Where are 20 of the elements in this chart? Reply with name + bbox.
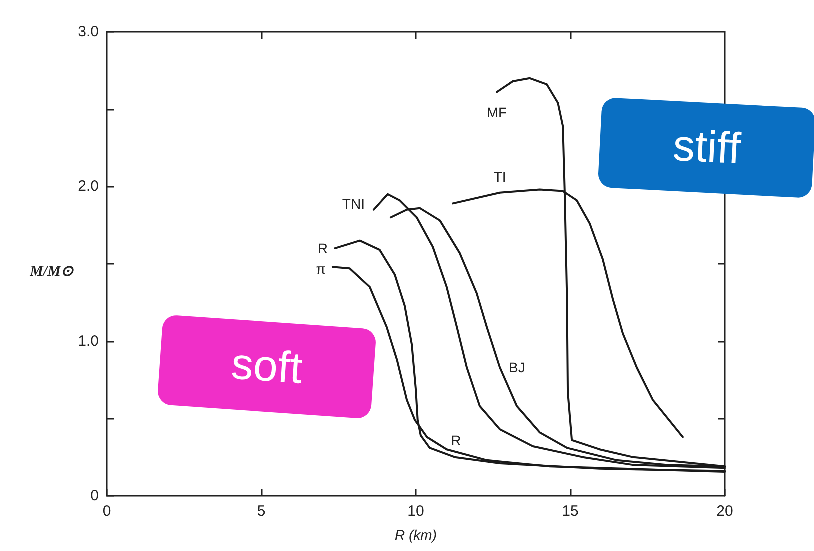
series-label: TI bbox=[494, 168, 506, 185]
x-tick-label: 0 bbox=[102, 503, 112, 520]
series-label: π bbox=[316, 261, 326, 278]
tag-sticker: stiff bbox=[598, 97, 814, 199]
y-tick-label: 3.0 bbox=[78, 24, 99, 40]
series-label: TNI bbox=[342, 196, 365, 212]
x-tick-label: 20 bbox=[716, 503, 734, 520]
series-label: BJ bbox=[509, 360, 526, 376]
series-label: R bbox=[318, 240, 328, 257]
x-tick-label: 15 bbox=[562, 503, 579, 520]
x-axis-title: R (km) bbox=[395, 527, 437, 543]
tag-sticker: soft bbox=[157, 314, 377, 420]
series-label: MF bbox=[486, 104, 508, 120]
y-tick-label: 0 bbox=[90, 488, 99, 504]
y-tick-label: 1.0 bbox=[78, 332, 99, 350]
x-tick-label: 10 bbox=[408, 503, 424, 520]
y-tick-label: 2.0 bbox=[78, 178, 99, 196]
annotation: R bbox=[451, 432, 462, 448]
x-tick-label: 5 bbox=[257, 503, 266, 520]
y-axis-title: M/M⊙ bbox=[29, 264, 74, 280]
